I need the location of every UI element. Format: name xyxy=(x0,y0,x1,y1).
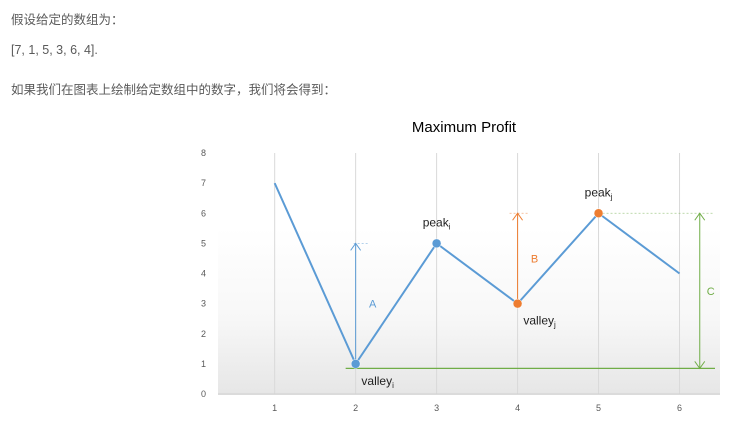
y-tick-label-3: 3 xyxy=(201,299,206,309)
intro-text-3: 如果我们在图表上绘制给定数组中的数字，我们将会得到： xyxy=(11,83,337,97)
annotation-a-label: A xyxy=(369,299,377,311)
y-tick-label-0: 0 xyxy=(201,389,206,399)
annotation-b-arrow-top xyxy=(512,212,523,221)
annotation-c-arrow-bottom xyxy=(694,361,706,370)
annotation-c-arrow-top xyxy=(694,212,706,221)
annotation-a-arrow-top xyxy=(350,242,362,251)
y-tick-label-1: 1 xyxy=(201,359,206,369)
annotation-a: A xyxy=(350,242,377,364)
point-label-valley-j: valleyj xyxy=(523,314,556,330)
point-peak-j xyxy=(593,208,604,218)
y-tick-label-8: 8 xyxy=(201,148,206,158)
y-tick-label-7: 7 xyxy=(201,178,206,188)
y-tick-label-6: 6 xyxy=(201,208,206,218)
chart-title: Maximum Profit xyxy=(412,119,517,136)
x-tick-label-5: 5 xyxy=(596,403,601,413)
annotation-c-label: C xyxy=(707,286,715,298)
y-tick-label-5: 5 xyxy=(201,238,206,248)
y-tick-label-4: 4 xyxy=(201,269,206,279)
y-tick-label-2: 2 xyxy=(201,329,206,339)
x-tick-label-3: 3 xyxy=(434,403,439,413)
annotation-b-label: B xyxy=(531,253,538,265)
x-tick-label-2: 2 xyxy=(353,403,358,413)
x-tick-label-4: 4 xyxy=(515,403,520,413)
point-peak-i xyxy=(431,238,442,249)
plot-background xyxy=(218,228,720,395)
intro-text-1: 假设给定的数组为： xyxy=(11,13,124,27)
annotation-b: B xyxy=(509,212,538,304)
point-label-peak-j: peakj xyxy=(585,185,613,201)
x-tick-label-6: 6 xyxy=(677,403,682,413)
point-label-valley-i: valleyi xyxy=(361,374,394,390)
point-label-peak-i: peaki xyxy=(423,215,451,231)
point-valley-i xyxy=(350,359,361,369)
x-tick-label-1: 1 xyxy=(272,403,277,413)
intro-array: [7, 1, 5, 3, 6, 4]. xyxy=(11,43,98,57)
series-line xyxy=(273,182,681,365)
annotation-c: C xyxy=(598,212,715,370)
point-valley-j xyxy=(512,298,523,309)
